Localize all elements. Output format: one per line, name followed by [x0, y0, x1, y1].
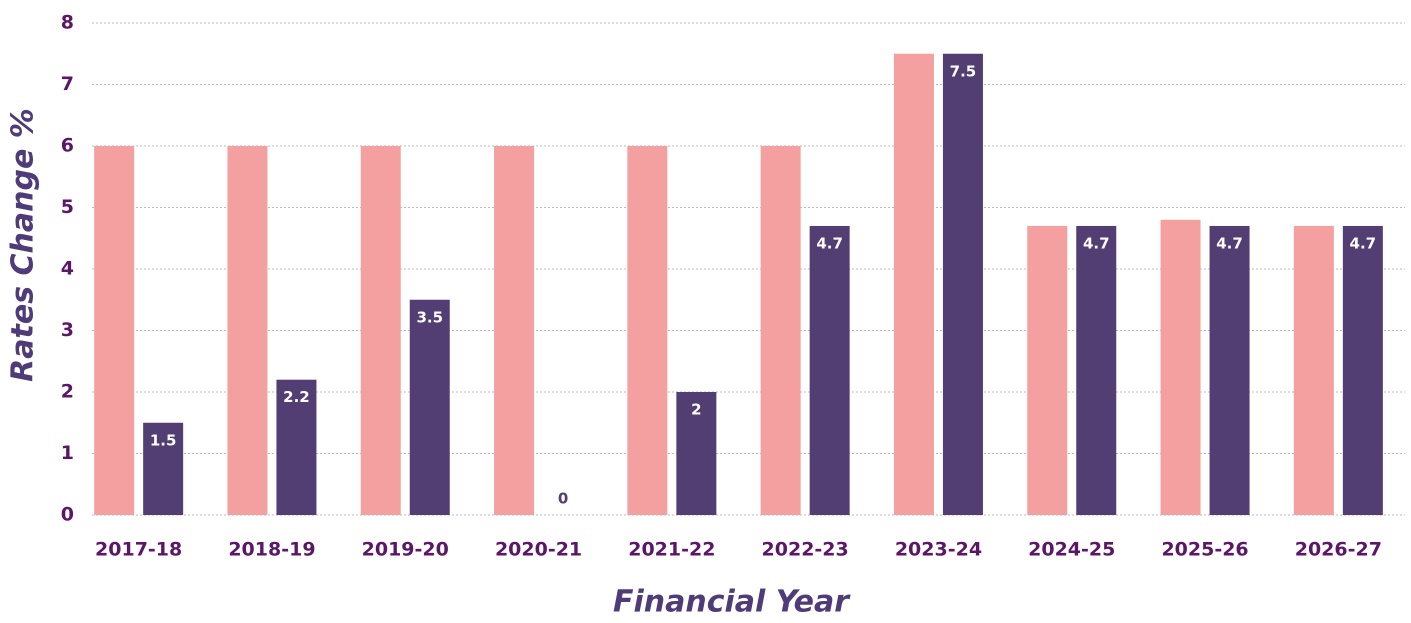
y-tick-label: 1 — [61, 442, 74, 464]
y-tick-label: 5 — [61, 196, 74, 218]
bar — [676, 392, 717, 515]
bar — [1293, 225, 1334, 515]
bar — [627, 146, 668, 515]
data-label: 4.7 — [816, 234, 843, 252]
bar — [143, 422, 184, 515]
x-tick-label: 2018-19 — [228, 539, 315, 561]
x-tick-label: 2017-18 — [95, 539, 182, 561]
bar — [360, 146, 401, 515]
bar — [1076, 225, 1117, 515]
x-tick-label: 2024-25 — [1028, 539, 1115, 561]
bar — [893, 53, 934, 515]
data-label: 2.2 — [283, 388, 310, 406]
bar — [227, 146, 268, 515]
bar — [276, 379, 317, 515]
bar — [94, 146, 135, 515]
y-tick-label: 8 — [61, 12, 74, 34]
bar — [1027, 225, 1068, 515]
bar — [494, 146, 535, 515]
x-tick-label: 2021-22 — [628, 539, 715, 561]
y-tick-label: 7 — [61, 73, 74, 95]
data-label: 4.7 — [1083, 234, 1110, 252]
bar — [942, 53, 983, 515]
x-tick-label: 2023-24 — [895, 539, 982, 561]
bar — [760, 146, 801, 515]
bar — [1160, 219, 1201, 516]
x-tick-label: 2019-20 — [362, 539, 449, 561]
x-axis-title: Financial Year — [613, 585, 851, 620]
y-axis-title: Rates Change % — [6, 108, 41, 382]
x-tick-label: 2022-23 — [762, 539, 849, 561]
data-label: 7.5 — [950, 62, 977, 80]
y-tick-label: 4 — [61, 258, 74, 280]
data-label: 3.5 — [416, 308, 443, 326]
data-label: 2 — [691, 401, 701, 419]
data-label: 1.5 — [150, 431, 177, 449]
bar — [409, 299, 450, 515]
y-tick-label: 3 — [61, 319, 74, 341]
data-label: 4.7 — [1350, 234, 1377, 252]
x-tick-label: 2026-27 — [1295, 539, 1382, 561]
x-tick-label: 2020-21 — [495, 539, 582, 561]
x-tick-label: 2025-26 — [1161, 539, 1248, 561]
data-label: 4.7 — [1216, 234, 1243, 252]
y-tick-label: 2 — [61, 381, 74, 403]
y-tick-label: 6 — [61, 135, 74, 157]
bar — [1342, 225, 1383, 515]
data-label: 0 — [558, 490, 568, 508]
bar — [809, 225, 850, 515]
bar — [1209, 225, 1250, 515]
y-tick-label: 0 — [61, 504, 74, 526]
